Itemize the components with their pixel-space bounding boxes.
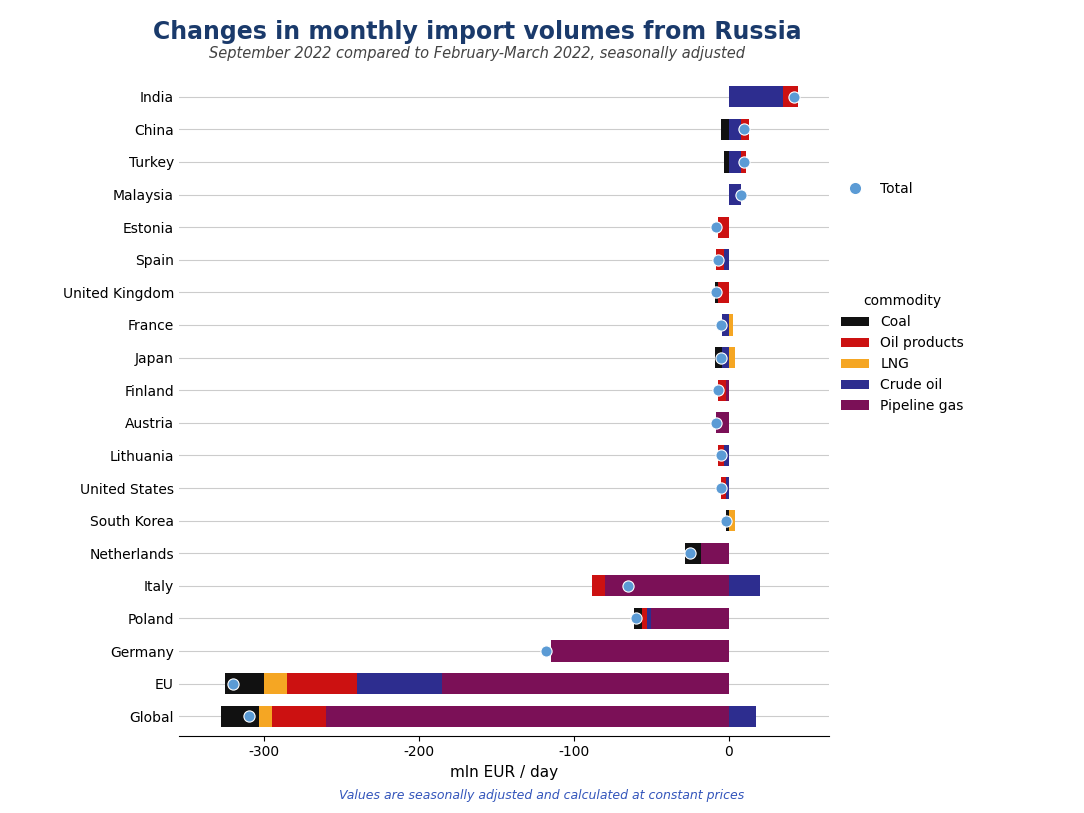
Text: Values are seasonally adjusted and calculated at constant prices: Values are seasonally adjusted and calcu… xyxy=(339,789,745,802)
Point xyxy=(712,319,730,332)
Bar xyxy=(728,151,741,172)
Point xyxy=(717,514,734,527)
Bar xyxy=(722,347,728,368)
Bar xyxy=(442,673,728,694)
Bar xyxy=(264,673,287,694)
Bar xyxy=(718,282,728,303)
Bar xyxy=(646,608,651,629)
Bar xyxy=(741,151,746,172)
Point xyxy=(681,546,698,559)
Point xyxy=(224,677,242,690)
Bar xyxy=(651,608,728,629)
Point xyxy=(712,351,730,364)
Point xyxy=(712,449,730,462)
Bar xyxy=(728,706,757,727)
Bar xyxy=(287,673,357,694)
Bar xyxy=(728,576,760,597)
Bar xyxy=(225,673,264,694)
Bar xyxy=(728,86,783,107)
Bar xyxy=(357,673,442,694)
Point xyxy=(708,220,725,233)
Bar xyxy=(700,542,728,563)
Bar xyxy=(728,347,735,368)
Bar xyxy=(728,119,741,140)
Bar xyxy=(721,119,728,140)
Point xyxy=(709,384,726,397)
X-axis label: mln EUR / day: mln EUR / day xyxy=(450,765,558,780)
Bar xyxy=(718,380,725,401)
Bar xyxy=(722,315,728,336)
Bar xyxy=(714,347,722,368)
Point xyxy=(709,254,726,267)
Point xyxy=(708,416,725,429)
Bar xyxy=(592,576,605,597)
Bar xyxy=(725,510,728,531)
Bar xyxy=(718,445,724,466)
Bar xyxy=(724,151,728,172)
Bar xyxy=(724,445,728,466)
Bar xyxy=(741,119,749,140)
Bar xyxy=(551,641,728,662)
Bar xyxy=(725,477,728,498)
Bar xyxy=(605,576,728,597)
Point xyxy=(708,286,725,299)
Text: September 2022 compared to February-March 2022, seasonally adjusted: September 2022 compared to February-Marc… xyxy=(209,46,745,61)
Bar xyxy=(259,706,272,727)
Bar xyxy=(725,380,728,401)
Legend: Coal, Oil products, LNG, Crude oil, Pipeline gas: Coal, Oil products, LNG, Crude oil, Pipe… xyxy=(836,289,969,419)
Point xyxy=(735,123,752,136)
Point xyxy=(619,580,636,593)
Bar xyxy=(724,250,728,271)
Bar xyxy=(728,315,733,336)
Bar xyxy=(685,542,700,563)
Bar xyxy=(717,250,724,271)
Bar xyxy=(221,706,259,727)
Bar xyxy=(718,216,728,237)
Bar xyxy=(721,477,725,498)
Text: Changes in monthly import volumes from Russia: Changes in monthly import volumes from R… xyxy=(153,20,801,45)
Bar xyxy=(634,608,642,629)
Point xyxy=(733,188,750,201)
Point xyxy=(785,90,802,103)
Bar xyxy=(728,510,735,531)
Bar xyxy=(272,706,326,727)
Point xyxy=(538,645,555,658)
Bar xyxy=(783,86,798,107)
Point xyxy=(735,155,752,168)
Bar xyxy=(728,184,741,205)
Point xyxy=(627,612,644,625)
Bar xyxy=(717,412,728,433)
Bar xyxy=(642,608,646,629)
Bar xyxy=(326,706,728,727)
Point xyxy=(240,710,257,723)
Bar xyxy=(714,282,718,303)
Point xyxy=(712,481,730,494)
